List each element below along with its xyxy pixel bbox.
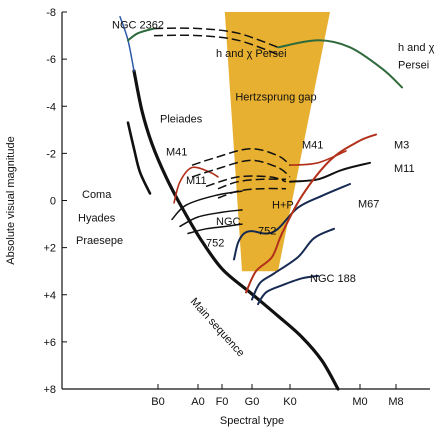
axes-layer: -8 -6 -4 -2 0 +2 +4 +6 +8 B0 A0 F0 G0 K0 M0 M8 Spectral … bbox=[5, 7, 430, 427]
series-line-21 bbox=[277, 39, 403, 89]
y-tick-label: +2 bbox=[43, 243, 56, 255]
annotation-label: M11 bbox=[186, 175, 207, 187]
series-line-3 bbox=[179, 209, 243, 228]
series-line-7 bbox=[233, 183, 351, 261]
series-line-18 bbox=[127, 27, 155, 42]
y-tick-label: -2 bbox=[46, 148, 56, 160]
series-line-14 bbox=[245, 133, 377, 294]
x-tick-label: A0 bbox=[191, 396, 204, 408]
annotation-label: M41 bbox=[166, 147, 187, 159]
series-line-5 bbox=[217, 178, 287, 190]
series-line-1 bbox=[126, 121, 152, 195]
x-tick-label: F0 bbox=[216, 396, 229, 408]
annotation-label: M11 bbox=[394, 163, 415, 175]
y-tick-label: -4 bbox=[46, 101, 56, 113]
series-line-10 bbox=[191, 147, 291, 166]
x-tick-label: B0 bbox=[151, 396, 164, 408]
annotation-label: Pleiades bbox=[160, 114, 203, 126]
series-line-12 bbox=[205, 175, 287, 188]
annotation-label: H+P bbox=[272, 200, 294, 212]
hertzsprung-gap-region bbox=[224, 12, 330, 272]
series-line-8 bbox=[173, 166, 219, 204]
annotation-label: 752 bbox=[206, 237, 224, 249]
series-line-13 bbox=[289, 161, 371, 183]
x-tick-label: G0 bbox=[245, 396, 260, 408]
x-tick-label: K0 bbox=[283, 396, 296, 408]
series-line-4 bbox=[187, 223, 243, 235]
series-layer bbox=[119, 15, 403, 391]
annotation-label: NGC 2362 bbox=[112, 19, 164, 31]
series-line-15 bbox=[251, 227, 335, 301]
y-tick-label: -6 bbox=[46, 54, 56, 66]
annotation-label: NGC 188 bbox=[310, 273, 356, 285]
annotation-label: Coma bbox=[82, 189, 112, 201]
series-line-20 bbox=[153, 34, 279, 56]
annotation-label: h and χ bbox=[398, 42, 435, 54]
series-line-11 bbox=[191, 159, 291, 178]
series-line-19 bbox=[153, 27, 279, 49]
annotation-label: Praesepe bbox=[76, 235, 123, 247]
x-tick-label: M8 bbox=[388, 396, 403, 408]
gap-layer bbox=[224, 12, 330, 272]
x-tick-label: M0 bbox=[352, 396, 367, 408]
annotation-label: Main sequence bbox=[188, 296, 247, 359]
series-line-0 bbox=[132, 69, 340, 391]
annotation-label: Persei bbox=[398, 60, 429, 72]
y-axis-title: Absolute visual magnitude bbox=[5, 136, 17, 264]
y-tick-label: +8 bbox=[43, 384, 56, 396]
series-line-2 bbox=[171, 190, 243, 221]
y-tick-label: 0 bbox=[50, 196, 56, 208]
y-tick-label: +6 bbox=[43, 337, 56, 349]
series-line-6 bbox=[217, 187, 287, 199]
y-tick-label: +4 bbox=[43, 290, 56, 302]
annotation-label: NGC bbox=[216, 216, 241, 228]
annotation-label: 752 bbox=[258, 226, 276, 238]
x-axis-title: Spectral type bbox=[220, 415, 284, 427]
annotation-label: Hyades bbox=[78, 213, 116, 225]
annotation-label: h and χ Persei bbox=[216, 48, 287, 60]
series-line-9 bbox=[289, 150, 347, 166]
y-tick-label: -8 bbox=[46, 7, 56, 19]
annotation-label: M3 bbox=[394, 140, 409, 152]
annotation-label: M41 bbox=[302, 140, 323, 152]
series-line-16 bbox=[257, 274, 319, 306]
hertzsprung-gap-label: Hertzsprung gap bbox=[235, 91, 316, 103]
annotation-label: M67 bbox=[358, 199, 379, 211]
